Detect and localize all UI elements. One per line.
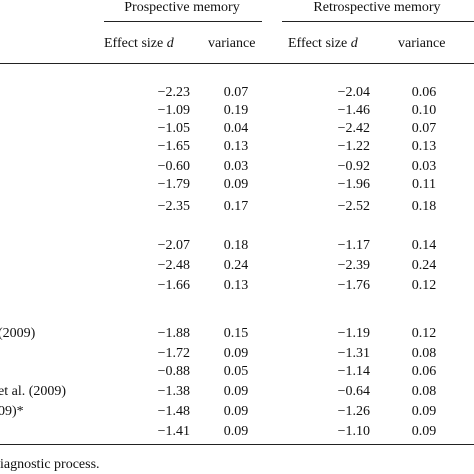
subheader-pm-effect-size: Effect size d [104, 36, 174, 52]
pm-variance-cell: 0.13 [223, 278, 249, 293]
pm-variance-cell: 0.09 [223, 177, 249, 192]
rm-variance-cell: 0.11 [412, 177, 436, 192]
subheader-effect-symbol: d [166, 36, 174, 51]
pm-variance-cell: 0.18 [223, 238, 249, 253]
pm-effect-size-cell: −0.88 [157, 364, 190, 379]
pm-effect-size-cell: −1.65 [157, 139, 190, 154]
pm-variance-cell: 0.03 [223, 159, 249, 174]
header-bottom-rule [0, 63, 474, 64]
header-prospective-memory: Prospective memory [124, 0, 240, 15]
pm-effect-size-cell: −1.79 [157, 177, 190, 192]
footnote: iagnostic process. [0, 457, 100, 472]
rm-variance-cell: 0.14 [411, 238, 437, 253]
subheader-effect-text: Effect size [104, 36, 167, 51]
rm-variance-cell: 0.06 [411, 85, 437, 100]
rm-effect-size-cell: −1.19 [337, 326, 370, 341]
rm-effect-size-cell: −2.04 [337, 85, 370, 100]
pm-effect-size-cell: −1.41 [157, 424, 190, 439]
rm-effect-size-cell: −1.22 [337, 139, 370, 154]
pm-variance-cell: 0.13 [223, 139, 249, 154]
subheader-rm-variance: variance [398, 36, 446, 51]
rm-variance-cell: 0.09 [411, 424, 437, 439]
pm-variance-cell: 0.09 [223, 384, 249, 399]
rm-effect-size-cell: −1.14 [337, 364, 370, 379]
rm-effect-size-cell: −1.31 [337, 346, 370, 361]
pm-variance-cell: 0.09 [223, 404, 249, 419]
row-label: et al. (2009) [0, 384, 67, 399]
rm-variance-cell: 0.06 [411, 364, 437, 379]
rm-effect-size-cell: −1.17 [337, 238, 370, 253]
rm-variance-cell: 0.09 [411, 404, 437, 419]
rm-effect-size-cell: −0.64 [337, 384, 370, 399]
rm-variance-cell: 0.13 [411, 139, 437, 154]
pm-effect-size-cell: −1.05 [157, 121, 190, 136]
rm-effect-size-cell: −1.26 [337, 404, 370, 419]
rm-variance-cell: 0.08 [411, 384, 437, 399]
rm-variance-cell: 0.10 [411, 103, 437, 118]
pm-effect-size-cell: −1.66 [157, 278, 190, 293]
subheader-effect-text: Effect size [288, 36, 351, 51]
rm-effect-size-cell: −1.96 [337, 177, 370, 192]
pm-effect-size-cell: −2.48 [157, 258, 190, 273]
rm-effect-size-cell: −2.52 [337, 199, 370, 214]
rm-variance-cell: 0.12 [411, 326, 437, 341]
pm-effect-size-cell: −1.09 [157, 103, 190, 118]
pm-effect-size-cell: −2.35 [157, 199, 190, 214]
pm-variance-cell: 0.09 [223, 346, 249, 361]
pm-effect-size-cell: −2.07 [157, 238, 190, 253]
pm-variance-cell: 0.17 [223, 199, 249, 214]
rm-variance-cell: 0.12 [411, 278, 437, 293]
table-bottom-rule [0, 444, 474, 445]
subheader-pm-variance: variance [208, 36, 256, 51]
row-label: (2009) [0, 326, 36, 341]
pm-variance-cell: 0.05 [223, 364, 249, 379]
rm-effect-size-cell: −2.42 [337, 121, 370, 136]
pm-variance-cell: 0.15 [223, 326, 249, 341]
rm-variance-cell: 0.08 [411, 346, 437, 361]
header-retrospective-memory: Retrospective memory [313, 0, 441, 15]
rm-effect-size-cell: −2.39 [337, 258, 370, 273]
rm-variance-cell: 0.07 [411, 121, 437, 136]
pm-effect-size-cell: −1.88 [157, 326, 190, 341]
row-label: 09)* [0, 404, 24, 419]
subheader-effect-symbol: d [350, 36, 358, 51]
header-retrospective-underline [282, 21, 474, 22]
pm-variance-cell: 0.07 [223, 85, 249, 100]
header-prospective-underline [104, 21, 262, 22]
pm-variance-cell: 0.04 [223, 121, 249, 136]
pm-variance-cell: 0.24 [223, 258, 249, 273]
subheader-rm-effect-size: Effect size d [288, 36, 358, 52]
rm-effect-size-cell: −1.76 [337, 278, 370, 293]
pm-effect-size-cell: −2.23 [157, 85, 190, 100]
pm-effect-size-cell: −1.48 [157, 404, 190, 419]
rm-effect-size-cell: −1.46 [337, 103, 370, 118]
pm-effect-size-cell: −1.72 [157, 346, 190, 361]
rm-variance-cell: 0.03 [411, 159, 437, 174]
rm-variance-cell: 0.18 [411, 199, 437, 214]
pm-effect-size-cell: −0.60 [157, 159, 190, 174]
pm-variance-cell: 0.09 [223, 424, 249, 439]
rm-effect-size-cell: −1.10 [337, 424, 370, 439]
pm-effect-size-cell: −1.38 [157, 384, 190, 399]
rm-effect-size-cell: −0.92 [337, 159, 370, 174]
rm-variance-cell: 0.24 [411, 258, 437, 273]
pm-variance-cell: 0.19 [223, 103, 249, 118]
